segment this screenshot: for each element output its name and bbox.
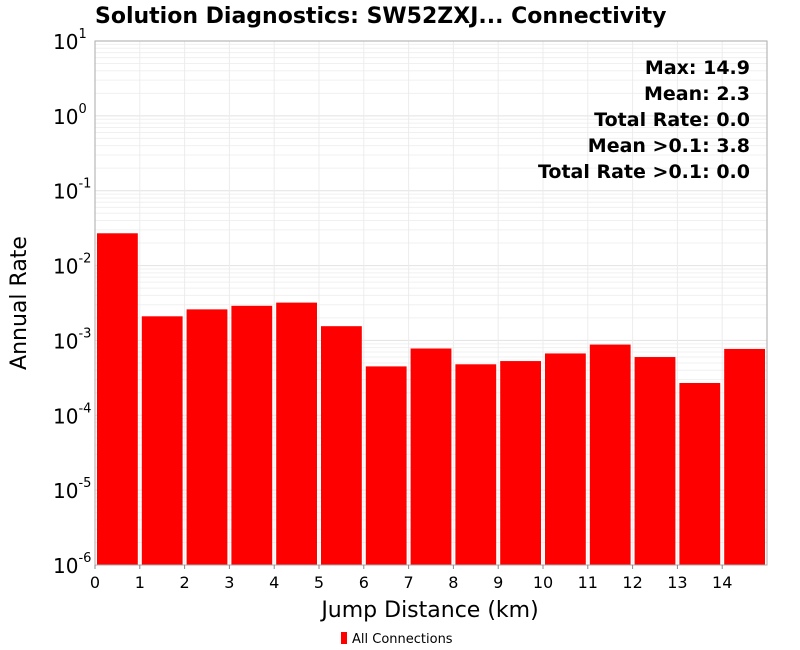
bar bbox=[724, 348, 765, 565]
bar bbox=[365, 366, 407, 565]
y-axis-label: Annual Rate bbox=[7, 236, 32, 370]
legend: All Connections bbox=[341, 632, 453, 647]
bar bbox=[589, 344, 631, 565]
bar bbox=[231, 305, 273, 565]
x-ticks: 0 1 2 3 4 5 6 7 8 9 10 11 12 13 14 bbox=[90, 565, 732, 592]
y-tick-label: 101 bbox=[53, 27, 87, 54]
x-tick-label: 13 bbox=[667, 573, 687, 592]
bar bbox=[410, 348, 452, 565]
stats-annotations: Max: 14.9 Mean: 2.3 Total Rate: 0.0 Mean >0… bbox=[538, 57, 750, 183]
y-tick-label: 10-5 bbox=[53, 476, 91, 503]
bars bbox=[97, 233, 765, 566]
bar bbox=[500, 361, 541, 565]
y-tick-label: 10-3 bbox=[53, 326, 91, 353]
x-tick-label: 10 bbox=[533, 573, 553, 592]
bar bbox=[455, 364, 497, 565]
x-tick-label: 8 bbox=[448, 573, 458, 592]
bar bbox=[186, 309, 228, 565]
stat-annotation: Max: 14.9 bbox=[645, 57, 750, 79]
y-tick-label: 10-2 bbox=[53, 252, 91, 279]
bar bbox=[545, 353, 586, 565]
x-axis-label: Jump Distance (km) bbox=[319, 598, 538, 623]
y-tick-label: 100 bbox=[53, 102, 87, 129]
bar bbox=[97, 233, 138, 566]
bar bbox=[276, 302, 317, 565]
stat-annotation: Mean: 2.3 bbox=[644, 83, 750, 105]
x-tick-label: 7 bbox=[404, 573, 414, 592]
x-tick-label: 4 bbox=[269, 573, 279, 592]
legend-swatch bbox=[341, 632, 347, 644]
y-tick-label: 10-4 bbox=[53, 401, 91, 428]
bar bbox=[679, 382, 721, 565]
x-tick-label: 1 bbox=[135, 573, 145, 592]
x-tick-label: 14 bbox=[712, 573, 732, 592]
y-ticks: 10-6 10-5 10-4 10-3 10-2 10-1 100 101 bbox=[53, 27, 91, 578]
stat-annotation: Total Rate >0.1: 0.0 bbox=[538, 161, 750, 183]
y-tick-label: 10-1 bbox=[53, 177, 91, 204]
x-tick-label: 11 bbox=[578, 573, 598, 592]
x-tick-label: 9 bbox=[493, 573, 503, 592]
legend-label: All Connections bbox=[352, 632, 453, 647]
chart-title: Solution Diagnostics: SW52ZXJ... Connect… bbox=[95, 4, 666, 29]
stat-annotation: Total Rate: 0.0 bbox=[594, 109, 750, 131]
x-tick-label: 2 bbox=[180, 573, 190, 592]
x-tick-label: 0 bbox=[90, 573, 100, 592]
bar bbox=[141, 316, 183, 565]
x-tick-label: 6 bbox=[359, 573, 369, 592]
stat-annotation: Mean >0.1: 3.8 bbox=[588, 135, 750, 157]
x-tick-label: 3 bbox=[224, 573, 234, 592]
plot-frame bbox=[94, 40, 768, 566]
x-tick-label: 5 bbox=[314, 573, 324, 592]
bar bbox=[634, 357, 676, 565]
bar bbox=[321, 326, 362, 565]
y-tick-label: 10-6 bbox=[53, 551, 91, 578]
x-tick-label: 12 bbox=[622, 573, 642, 592]
